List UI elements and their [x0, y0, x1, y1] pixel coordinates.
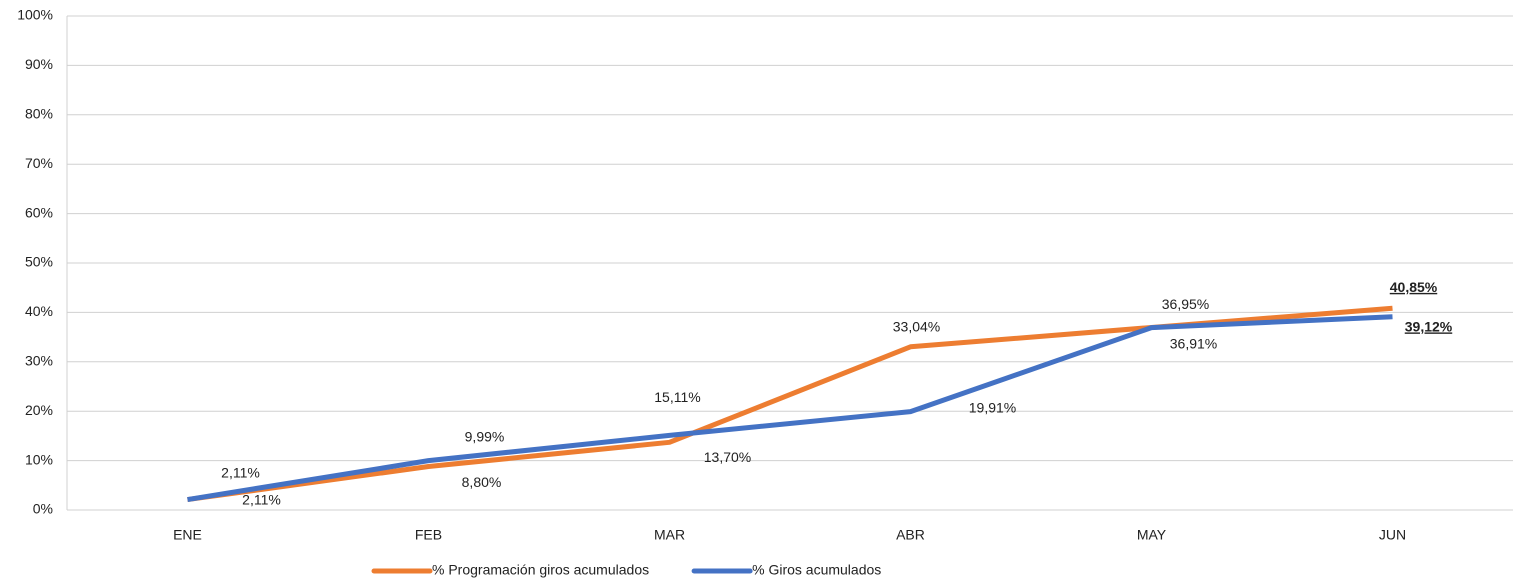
x-tick-label: ENE — [173, 527, 202, 543]
y-tick-label: 50% — [25, 254, 53, 270]
data-label: 2,11% — [242, 491, 281, 507]
data-label: 36,95% — [1162, 296, 1209, 312]
data-label: 33,04% — [893, 318, 940, 334]
data-label: 13,70% — [704, 449, 751, 465]
y-tick-label: 40% — [25, 303, 53, 319]
y-tick-label: 30% — [25, 353, 53, 369]
y-tick-label: 90% — [25, 56, 53, 72]
y-tick-label: 60% — [25, 204, 53, 220]
legend-label: % Programación giros acumulados — [432, 562, 649, 578]
y-tick-label: 80% — [25, 106, 53, 122]
x-tick-label: MAR — [654, 527, 685, 543]
data-label: 19,91% — [969, 399, 1016, 415]
legend-label: % Giros acumulados — [752, 562, 881, 578]
y-tick-label: 10% — [25, 451, 53, 467]
data-label: 8,80% — [462, 474, 502, 490]
x-tick-label: MAY — [1137, 527, 1167, 543]
x-tick-label: FEB — [415, 527, 442, 543]
y-tick-label: 0% — [33, 501, 53, 517]
data-label: 15,11% — [654, 389, 700, 405]
data-label: 39,12% — [1405, 318, 1453, 334]
data-label: 9,99% — [465, 428, 505, 444]
series-line — [187, 314, 1393, 503]
x-tick-label: ABR — [896, 527, 925, 543]
y-tick-label: 70% — [25, 155, 53, 171]
y-tick-label: 20% — [25, 402, 53, 418]
data-label: 40,85% — [1390, 279, 1438, 295]
x-tick-label: JUN — [1379, 527, 1406, 543]
data-label: 36,91% — [1170, 335, 1217, 351]
y-tick-label: 100% — [17, 7, 53, 23]
data-label: 2,11% — [221, 464, 260, 480]
